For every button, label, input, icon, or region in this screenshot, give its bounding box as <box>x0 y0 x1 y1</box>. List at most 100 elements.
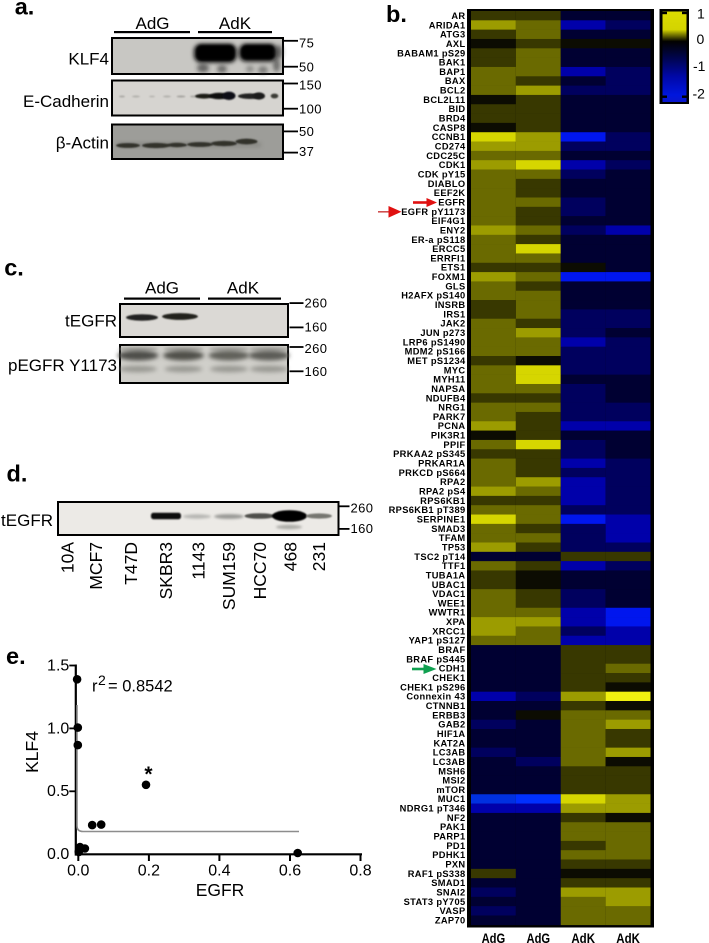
svg-text:160: 160 <box>305 364 328 379</box>
svg-text:VASP: VASP <box>439 906 465 916</box>
svg-text:XRCC1: XRCC1 <box>432 626 465 636</box>
svg-text:ARIDA1: ARIDA1 <box>429 20 466 30</box>
svg-text:NDUFB4: NDUFB4 <box>426 393 466 403</box>
svg-text:MCF7: MCF7 <box>86 542 106 590</box>
svg-text:PRKAA2 pS345: PRKAA2 pS345 <box>393 449 465 459</box>
svg-text:CDH1: CDH1 <box>439 664 466 674</box>
svg-text:SKBR3: SKBR3 <box>156 542 176 599</box>
svg-text:PIK3R1: PIK3R1 <box>431 431 466 441</box>
svg-text:RPS6KB1: RPS6KB1 <box>420 496 465 506</box>
svg-text:PARP1: PARP1 <box>433 832 465 842</box>
svg-text:LRP6 pS1490: LRP6 pS1490 <box>403 337 466 347</box>
svg-text:CHEK1 pS296: CHEK1 pS296 <box>400 682 465 692</box>
svg-text:0.8: 0.8 <box>349 863 371 880</box>
svg-text:1.0: 1.0 <box>47 720 69 737</box>
svg-text:75: 75 <box>299 35 314 50</box>
svg-text:RPA2: RPA2 <box>440 477 466 487</box>
svg-text:1.5: 1.5 <box>47 657 69 674</box>
svg-text:RAF1 pS338: RAF1 pS338 <box>408 869 466 879</box>
svg-text:ERRFI1: ERRFI1 <box>430 253 465 263</box>
svg-text:c.: c. <box>4 255 24 281</box>
svg-text:50: 50 <box>299 60 314 75</box>
svg-text:HIF1A: HIF1A <box>437 729 466 739</box>
svg-text:BRD4: BRD4 <box>439 114 466 124</box>
svg-text:BRAF: BRAF <box>438 645 465 655</box>
svg-text:PRKCD pS664: PRKCD pS664 <box>399 468 466 478</box>
svg-text:EIF4G1: EIF4G1 <box>431 216 465 226</box>
svg-text:160: 160 <box>351 521 374 536</box>
svg-text:Connexin 43: Connexin 43 <box>406 692 465 702</box>
svg-text:NF2: NF2 <box>447 813 466 823</box>
svg-text:1143: 1143 <box>189 542 209 580</box>
svg-text:BRAF pS445: BRAF pS445 <box>406 654 465 664</box>
svg-text:2: 2 <box>98 672 106 688</box>
svg-text:PPIF: PPIF <box>443 440 465 450</box>
svg-text:b.: b. <box>386 1 407 27</box>
svg-text:50: 50 <box>299 124 314 139</box>
svg-text:PARK7: PARK7 <box>433 412 466 422</box>
svg-text:UBAC1: UBAC1 <box>432 580 466 590</box>
svg-text:ERBB3: ERBB3 <box>432 710 465 720</box>
svg-text:TSC2 pT14: TSC2 pT14 <box>414 552 466 562</box>
svg-text:PRKAR1A: PRKAR1A <box>418 459 465 469</box>
svg-text:ETS1: ETS1 <box>441 263 466 273</box>
svg-text:MYC: MYC <box>444 365 466 375</box>
svg-text:EGFR: EGFR <box>196 880 245 900</box>
svg-text:CCNB1: CCNB1 <box>432 132 466 142</box>
svg-text:RPA2 pS4: RPA2 pS4 <box>419 487 466 497</box>
svg-text:β-Actin: β-Actin <box>56 134 109 153</box>
svg-text:pEGFR Y1173: pEGFR Y1173 <box>8 356 117 375</box>
svg-text:260: 260 <box>351 501 374 516</box>
svg-text:TP53: TP53 <box>442 542 466 552</box>
svg-text:CASP8: CASP8 <box>433 123 466 133</box>
svg-text:AdK: AdK <box>219 14 252 33</box>
svg-text:CDC25C: CDC25C <box>426 151 465 161</box>
svg-text:TUBA1A: TUBA1A <box>426 570 466 580</box>
svg-text:TFAM: TFAM <box>439 533 466 543</box>
svg-text:CTNNB1: CTNNB1 <box>426 701 466 711</box>
svg-text:r: r <box>92 678 98 696</box>
svg-text:10A: 10A <box>58 542 78 573</box>
svg-text:0.0: 0.0 <box>67 863 89 880</box>
svg-text:AdG: AdG <box>145 279 179 298</box>
svg-text:STAT3 pY705: STAT3 pY705 <box>404 897 466 907</box>
svg-text:0.4: 0.4 <box>208 863 230 880</box>
svg-text:XPA: XPA <box>446 617 465 627</box>
svg-text:SNAI2: SNAI2 <box>436 887 465 897</box>
svg-text:BCL2: BCL2 <box>440 86 466 96</box>
svg-text:0: 0 <box>697 31 705 47</box>
svg-text:a.: a. <box>15 0 35 20</box>
svg-text:EEF2K: EEF2K <box>434 188 466 198</box>
svg-text:T47D: T47D <box>121 542 141 585</box>
svg-text:260: 260 <box>305 341 328 356</box>
svg-text:YAP1 pS127: YAP1 pS127 <box>409 636 466 646</box>
svg-text:SMAD3: SMAD3 <box>431 524 465 534</box>
svg-text:NRG1: NRG1 <box>438 403 465 413</box>
svg-text:ATG3: ATG3 <box>440 30 466 40</box>
svg-text:468: 468 <box>281 542 301 571</box>
svg-text:150: 150 <box>299 78 322 93</box>
svg-text:231: 231 <box>309 542 329 571</box>
svg-text:tEGFR: tEGFR <box>65 312 117 331</box>
svg-text:BAK1: BAK1 <box>439 58 466 68</box>
svg-text:SERPINE1: SERPINE1 <box>417 514 466 524</box>
svg-text:WEE1: WEE1 <box>438 598 466 608</box>
svg-text:PCNA: PCNA <box>438 421 466 431</box>
svg-text:PAK1: PAK1 <box>440 822 466 832</box>
svg-text:ER-a pS118: ER-a pS118 <box>411 235 465 245</box>
svg-text:H2AFX pS140: H2AFX pS140 <box>401 291 465 301</box>
svg-text:HCC70: HCC70 <box>250 542 270 600</box>
svg-text:AdK: AdK <box>571 930 595 943</box>
svg-text:WWTR1: WWTR1 <box>429 608 466 618</box>
svg-text:SUM159: SUM159 <box>219 542 239 610</box>
svg-text:BID: BID <box>448 104 465 114</box>
svg-text:BCL2L11: BCL2L11 <box>423 95 465 105</box>
svg-text:E-Cadherin: E-Cadherin <box>23 92 109 111</box>
svg-text:NDRG1 pT346: NDRG1 pT346 <box>400 804 466 814</box>
svg-text:260: 260 <box>305 295 328 310</box>
svg-text:MDM2 pS166: MDM2 pS166 <box>405 347 466 357</box>
svg-text:AdK: AdK <box>616 930 640 943</box>
svg-text:PXN: PXN <box>445 859 465 869</box>
svg-text:AdG: AdG <box>527 930 551 943</box>
svg-text:ERCC5: ERCC5 <box>432 244 465 254</box>
